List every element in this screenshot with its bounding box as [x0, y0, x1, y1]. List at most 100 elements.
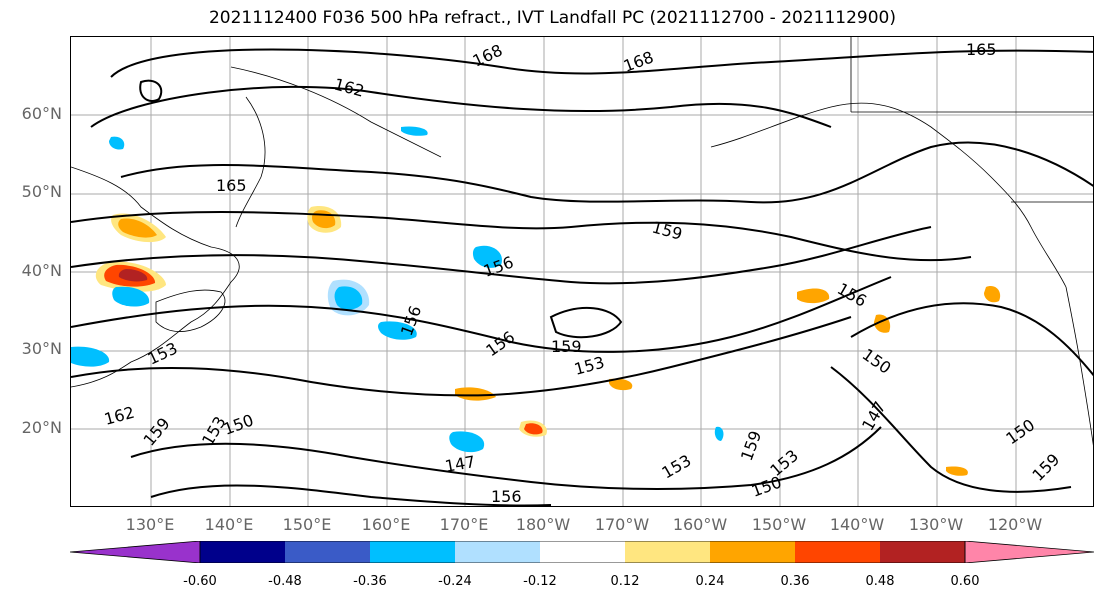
- negative-anomaly: [334, 286, 363, 310]
- contour-label: 165: [216, 176, 247, 195]
- colorbar-segment: [455, 541, 540, 563]
- contour-165: [120, 141, 1093, 204]
- positive-anomaly: [524, 423, 543, 435]
- colorbar-tick-label: 0.12: [610, 574, 640, 589]
- negative-anomaly: [378, 321, 417, 340]
- alaska-coast: [710, 102, 1067, 288]
- contour-label: 150: [859, 345, 895, 378]
- negative-anomaly: [472, 245, 502, 268]
- contour-159: [71, 211, 972, 262]
- contour-159b: [850, 302, 1093, 377]
- contour-168: [110, 48, 1093, 78]
- negative-anomaly: [714, 426, 724, 441]
- contour-153: [71, 276, 892, 353]
- colorbar-extend-high: [964, 541, 1094, 563]
- contour-label: 156: [482, 327, 518, 360]
- contour-label: 159: [650, 218, 684, 244]
- positive-anomaly: [118, 269, 148, 282]
- na-coast: [1065, 286, 1093, 446]
- negative-anomaly: [401, 126, 428, 136]
- graticule: [71, 37, 1093, 506]
- contour-156: [71, 226, 932, 285]
- colorbar-segment: [880, 541, 965, 563]
- contour-label: 159: [140, 414, 174, 450]
- contour-closed: [139, 79, 163, 102]
- positive-anomaly: [455, 387, 496, 401]
- lat-label-30n: 30°N: [21, 339, 62, 358]
- lon-label: 160°E: [361, 515, 411, 534]
- colorbar-tick-label: 0.60: [950, 574, 980, 589]
- contour-label: 162: [102, 403, 136, 429]
- colorbar-tick-label: -0.48: [268, 574, 302, 589]
- colorbar: [70, 541, 1094, 563]
- contour-label: 153: [659, 451, 695, 483]
- contour-label: 156: [397, 303, 425, 338]
- contour-closed: [549, 306, 623, 339]
- contour-label: 150: [1002, 415, 1038, 448]
- negative-anomaly: [109, 136, 125, 150]
- lat-label-40n: 40°N: [21, 261, 62, 280]
- negative-anomaly: [112, 286, 150, 307]
- colorbar-tick-label: 0.36: [780, 574, 810, 589]
- map-canvas: 168 162 165 168 165 159 156 156 159 153 …: [71, 37, 1093, 506]
- contour-label: 156: [491, 487, 522, 506]
- lon-label: 180°W: [515, 515, 571, 534]
- lon-label: 140°E: [204, 515, 254, 534]
- contour-label: 159: [1028, 450, 1063, 485]
- kamchatka-coast: [235, 96, 266, 228]
- lon-label: 170°W: [594, 515, 650, 534]
- positive-anomaly: [984, 286, 1001, 303]
- lon-label: 160°W: [672, 515, 728, 534]
- colorbar-segment: [625, 541, 710, 563]
- contour-153b: [830, 366, 1072, 493]
- lat-label-60n: 60°N: [21, 104, 62, 123]
- colorbar-segment: [370, 541, 455, 563]
- contour-label: 159: [551, 337, 582, 356]
- contour-label: 162: [332, 75, 366, 101]
- colorbar-tick-label: -0.24: [438, 574, 472, 589]
- contour-label: 159: [737, 428, 765, 463]
- japan-island: [155, 289, 226, 332]
- positive-anomaly: [797, 288, 830, 304]
- contour-label: 153: [145, 338, 181, 368]
- colorbar-extend-low: [70, 541, 201, 563]
- contour-162: [90, 85, 832, 128]
- negative-anomaly: [449, 431, 485, 453]
- contour-150: [71, 316, 852, 397]
- colorbar-tick-label: -0.12: [523, 574, 557, 589]
- contour-label: 156: [834, 279, 870, 311]
- contours: [71, 48, 1093, 506]
- contour-label: 165: [966, 40, 997, 59]
- colorbar-segment: [200, 541, 285, 563]
- contour-label: 147: [443, 452, 476, 476]
- lon-label: 150°E: [282, 515, 332, 534]
- siberia-coast: [230, 66, 442, 158]
- colorbar-tick-label: -0.60: [183, 574, 217, 589]
- lat-label-50n: 50°N: [21, 182, 62, 201]
- colorbar-segment: [710, 541, 795, 563]
- positive-anomaly: [946, 466, 968, 476]
- lon-label: 130°E: [125, 515, 175, 534]
- positive-anomaly: [609, 378, 633, 391]
- lat-label-20n: 20°N: [21, 418, 62, 437]
- colorbar-tick-label: 0.48: [865, 574, 895, 589]
- contour-147: [130, 426, 882, 490]
- contour-label: 153: [572, 353, 606, 379]
- colorbar-tick-label: 0.24: [695, 574, 725, 589]
- map-title: 2021112400 F036 500 hPa refract., IVT La…: [208, 8, 896, 28]
- asia-coast: [71, 166, 240, 388]
- lon-label: 170°E: [439, 515, 489, 534]
- lon-label: 120°W: [987, 515, 1043, 534]
- colorbar-segment: [285, 541, 370, 563]
- coastlines: [71, 37, 1093, 446]
- lon-label: 140°W: [829, 515, 885, 534]
- lon-label: 130°W: [908, 515, 964, 534]
- lon-label: 150°W: [751, 515, 807, 534]
- contour-147b: [150, 484, 552, 506]
- negative-anomaly: [71, 346, 110, 367]
- anomaly-shading: [71, 126, 1001, 476]
- map-panel: 168 162 165 168 165 159 156 156 159 153 …: [70, 36, 1094, 507]
- colorbar-segment: [540, 541, 625, 563]
- colorbar-tick-label: -0.36: [353, 574, 387, 589]
- positive-anomaly: [118, 218, 157, 238]
